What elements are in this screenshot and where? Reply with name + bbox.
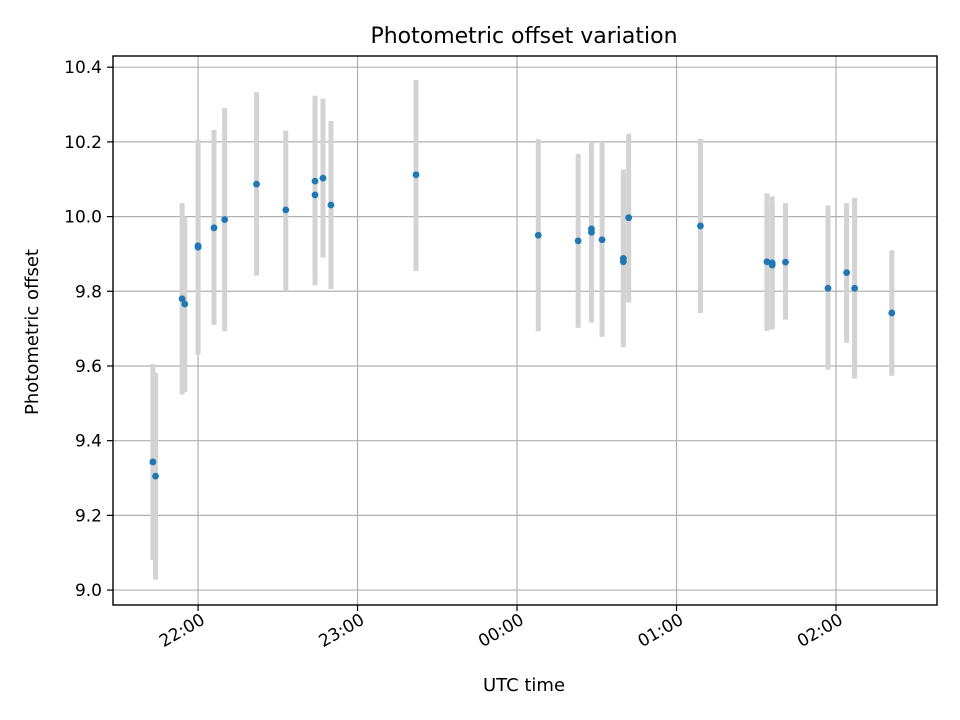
data-point xyxy=(588,228,595,236)
error-bars xyxy=(150,79,895,580)
data-point xyxy=(768,261,776,269)
data-point xyxy=(178,295,186,303)
x-tick-label: 02:00 xyxy=(794,610,846,652)
data-point xyxy=(625,214,633,222)
y-tick-label: 9.0 xyxy=(75,581,102,601)
x-tick-label: 23:00 xyxy=(316,610,368,652)
data-point xyxy=(851,284,858,292)
plot-frame xyxy=(112,55,938,606)
data-point xyxy=(782,258,789,266)
data-point xyxy=(843,269,851,277)
x-tick-label: 22:00 xyxy=(156,610,208,652)
data-point xyxy=(210,224,218,232)
y-tick-label: 9.8 xyxy=(75,282,102,302)
grid-lines xyxy=(113,56,937,605)
data-point xyxy=(194,242,202,250)
data-point xyxy=(311,177,319,185)
y-tick-label: 10.4 xyxy=(64,58,102,78)
y-tick-label: 9.2 xyxy=(75,506,102,526)
x-tick-label: 01:00 xyxy=(635,610,687,652)
y-tick-label: 10.2 xyxy=(64,133,102,153)
data-point xyxy=(221,216,229,223)
data-point xyxy=(888,309,896,317)
data-point xyxy=(311,191,319,199)
data-point xyxy=(824,284,832,292)
data-point xyxy=(152,472,159,480)
data-point xyxy=(619,258,627,266)
chart-title: Photometric offset variation xyxy=(370,24,677,49)
y-tick-label: 9.4 xyxy=(75,432,102,452)
x-axis-label: UTC time xyxy=(483,675,565,696)
data-point xyxy=(534,231,542,239)
data-point xyxy=(412,171,420,179)
data-point xyxy=(181,300,189,308)
y-tick-label: 9.6 xyxy=(75,357,102,377)
x-tick-label: 00:00 xyxy=(475,610,527,652)
y-axis-label: Photometric offset xyxy=(22,249,43,415)
data-point xyxy=(598,236,606,244)
data-point xyxy=(327,201,335,209)
data-point xyxy=(319,174,327,182)
data-point xyxy=(763,258,771,266)
y-tick-label: 10.0 xyxy=(64,208,102,228)
data-points xyxy=(149,171,896,480)
data-point xyxy=(697,222,704,230)
data-point xyxy=(149,458,157,466)
data-point xyxy=(282,206,290,214)
data-point xyxy=(253,180,260,188)
data-point xyxy=(574,237,582,245)
